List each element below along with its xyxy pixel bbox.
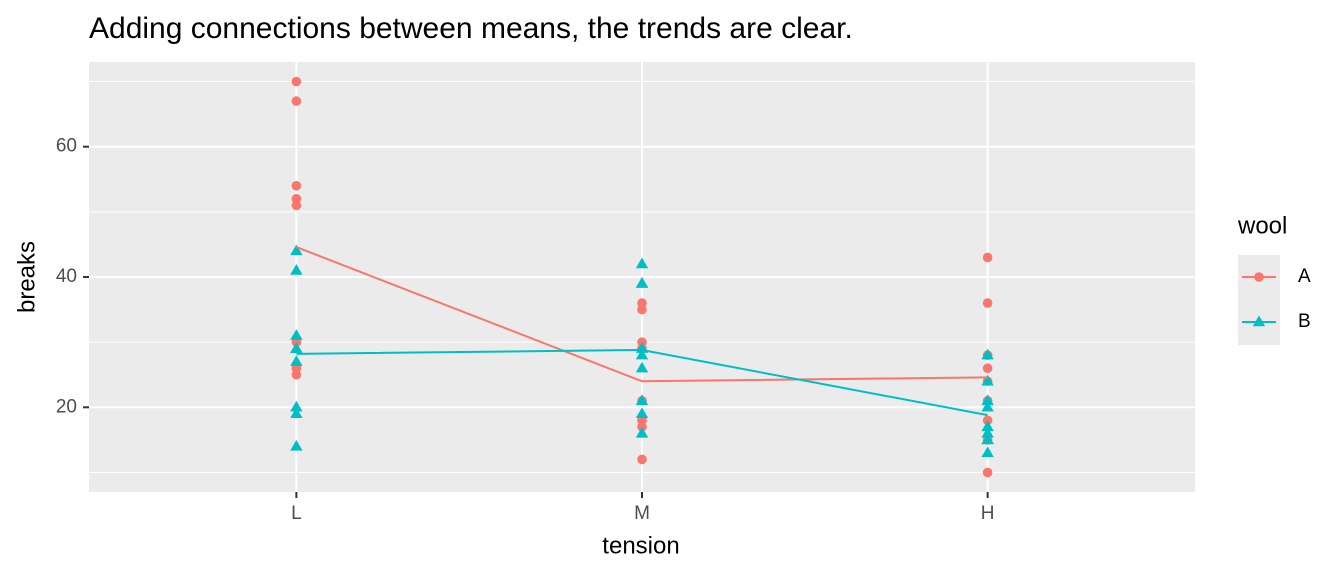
point bbox=[635, 361, 649, 373]
point bbox=[290, 329, 303, 340]
point bbox=[981, 348, 994, 360]
point bbox=[981, 400, 994, 412]
point bbox=[637, 454, 647, 465]
legend-title: wool bbox=[1237, 212, 1287, 239]
y-tick-label: 40 bbox=[56, 266, 77, 287]
point bbox=[291, 96, 302, 106]
x-tick-label: L bbox=[291, 503, 302, 524]
point bbox=[290, 407, 303, 419]
point bbox=[981, 426, 994, 438]
x-axis-label: tension bbox=[602, 532, 679, 559]
point bbox=[635, 426, 649, 438]
chart-title: Adding connections between means, the tr… bbox=[89, 12, 853, 45]
point bbox=[637, 337, 647, 347]
point bbox=[290, 342, 303, 353]
point bbox=[635, 394, 649, 406]
point bbox=[982, 415, 993, 426]
point bbox=[635, 348, 649, 360]
point bbox=[637, 298, 647, 308]
point bbox=[291, 76, 302, 87]
point bbox=[981, 420, 994, 432]
legend-label: B bbox=[1298, 311, 1311, 332]
point bbox=[982, 298, 993, 308]
y-axis-label: breaks bbox=[13, 241, 40, 313]
point bbox=[290, 263, 303, 275]
point bbox=[981, 374, 994, 386]
point bbox=[981, 394, 994, 406]
mean-line bbox=[296, 348, 988, 417]
mean-line bbox=[296, 246, 988, 383]
x-tick-label: M bbox=[634, 503, 650, 524]
legend-key-point bbox=[1254, 272, 1264, 282]
y-tick-label: 60 bbox=[56, 136, 77, 157]
point bbox=[290, 439, 303, 451]
point bbox=[635, 277, 649, 288]
y-tick-label: 20 bbox=[56, 396, 77, 417]
point bbox=[982, 467, 993, 478]
marks bbox=[290, 76, 994, 478]
point bbox=[982, 363, 993, 374]
point bbox=[981, 433, 994, 445]
point bbox=[982, 252, 993, 263]
point bbox=[981, 446, 994, 458]
legend-key-point bbox=[1252, 315, 1266, 327]
point bbox=[290, 400, 303, 412]
point bbox=[291, 180, 302, 191]
point bbox=[290, 355, 303, 366]
legend-label: A bbox=[1298, 266, 1311, 287]
point bbox=[635, 407, 649, 419]
x-tick-label: H bbox=[981, 503, 995, 524]
point bbox=[635, 257, 649, 269]
point bbox=[290, 244, 303, 256]
point bbox=[291, 200, 302, 211]
